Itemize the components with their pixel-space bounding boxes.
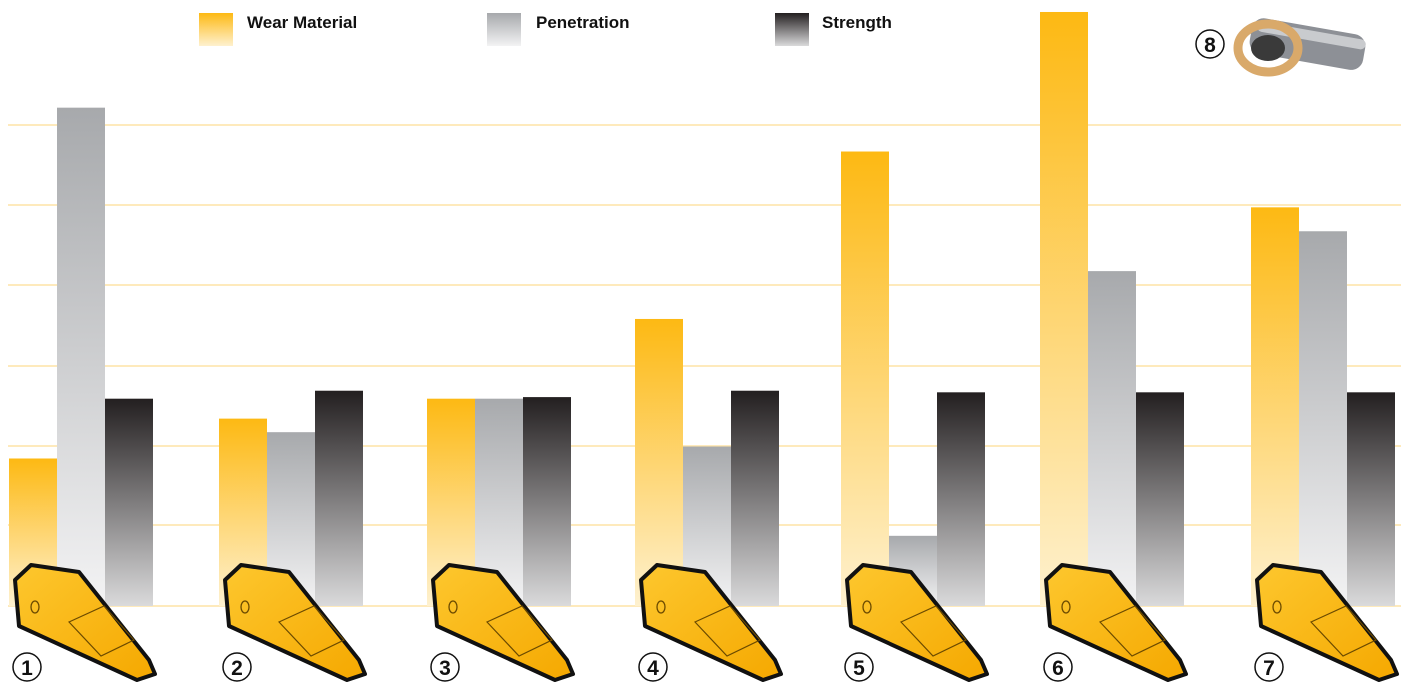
bucket-teeth: 1 2 3 4 5 6 7: [12, 563, 1399, 682]
inset-number-circle: [1195, 29, 1225, 59]
inset-number: 8: [1204, 34, 1216, 57]
bar-strength-2: [315, 390, 363, 606]
bucket-tooth-icon: [13, 563, 157, 682]
bar-penetration-1: [57, 107, 105, 607]
bar-strength-6: [1136, 392, 1184, 606]
bar-wear-5: [841, 151, 889, 606]
category-number-circle: [1254, 652, 1284, 682]
category-number-4: 4: [647, 657, 659, 680]
legend-swatch-penetration: [487, 13, 521, 46]
category-number-1: 1: [21, 657, 33, 680]
bucket-tooth-icon: [223, 563, 367, 682]
legend-label-wear: Wear Material: [247, 13, 357, 32]
bar-penetration-6: [1088, 271, 1136, 606]
bar-wear-4: [635, 318, 683, 606]
bar-strength-5: [937, 392, 985, 606]
category-number-circle: [222, 652, 252, 682]
legend-label-strength: Strength: [822, 13, 892, 32]
category-number-7: 7: [1263, 657, 1275, 680]
bucket-tooth-icon: [431, 563, 575, 682]
legend-swatch-strength: [775, 13, 809, 46]
bar-strength-7: [1347, 392, 1395, 606]
legend-label-penetration: Penetration: [536, 13, 630, 32]
category-number-5: 5: [853, 657, 865, 680]
category-number-circle: [1043, 652, 1073, 682]
category-number-2: 2: [231, 657, 243, 680]
bar-penetration-7: [1299, 231, 1347, 606]
bucket-tooth-icon: [1044, 563, 1188, 682]
bucket-tooth-icon: [1255, 563, 1399, 682]
legend-swatch-wear: [199, 13, 233, 46]
inset-pin-retainer: 8: [1195, 18, 1366, 77]
bar-strength-3: [523, 397, 571, 606]
legend: Wear Material Penetration Strength: [199, 13, 892, 46]
category-number-circle: [430, 652, 460, 682]
category-number-circle: [638, 652, 668, 682]
bar-wear-7: [1251, 207, 1299, 607]
category-number-circle: [844, 652, 874, 682]
bar-strength-4: [731, 390, 779, 606]
bar-wear-6: [1040, 11, 1088, 606]
bucket-tooth-icon: [845, 563, 989, 682]
bars: [9, 11, 1395, 607]
category-number-circle: [12, 652, 42, 682]
pin-and-retainer-icon: [1233, 18, 1366, 77]
category-number-6: 6: [1052, 657, 1064, 680]
category-number-3: 3: [439, 657, 451, 680]
bar-strength-1: [105, 398, 153, 606]
bucket-tooth-icon: [639, 563, 783, 682]
